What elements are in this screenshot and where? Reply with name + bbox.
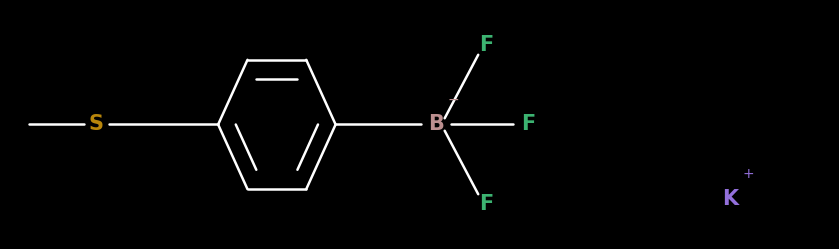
Text: F: F (480, 194, 493, 214)
Text: +: + (743, 167, 754, 181)
Text: K: K (722, 189, 738, 209)
Text: F: F (522, 115, 535, 134)
Text: F: F (480, 35, 493, 55)
Text: B: B (429, 115, 444, 134)
Text: S: S (89, 115, 104, 134)
Text: −: − (447, 93, 459, 107)
